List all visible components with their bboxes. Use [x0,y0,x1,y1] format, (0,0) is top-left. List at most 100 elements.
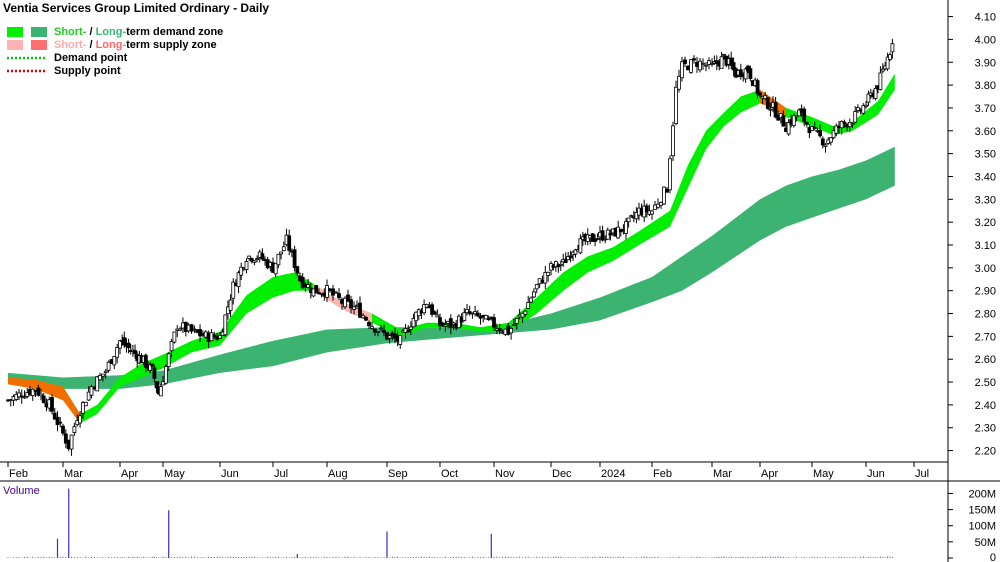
volume-tick-label: 100M [968,521,996,533]
candle-body [58,421,63,424]
legend-label-part: / [86,39,95,51]
candle-body [475,312,480,317]
candle-body [692,58,696,61]
candle-body [430,304,434,315]
candle-body [198,329,202,337]
candle-body [864,104,868,107]
candle-body [408,326,413,330]
candle-body [158,386,163,397]
candle-body [695,61,699,67]
candle-body [689,59,693,73]
price-tick-label: 4.00 [975,34,996,46]
candle-body [379,327,383,330]
x-tick-label: Dec [552,468,572,480]
candle-body [337,293,341,299]
candle-body [382,329,386,333]
candle-body [486,318,491,321]
candle-body [352,306,356,310]
candle-body [150,363,155,367]
volume-tick-label: 50M [975,537,996,549]
candle-body [786,122,791,135]
price-tick-label: 2.80 [975,309,996,321]
x-tick-label: Oct [441,468,458,480]
x-tick-label: Jun [867,468,885,480]
candle-body [763,95,768,100]
price-tick-label: 4.10 [975,12,996,24]
candle-body [255,258,260,260]
candle-body [435,314,440,318]
candle-body [103,370,108,373]
candle-body [529,297,533,303]
candle-body [853,111,858,123]
candle-body [370,326,374,329]
candle-body [722,53,726,56]
candle-body [492,317,496,328]
candle-body [30,388,35,397]
candle-body [334,291,338,294]
x-tick-label: Apr [121,468,138,480]
legend-label: Supply point [54,65,121,77]
price-tick-label: 2.50 [975,377,996,389]
candle-body [546,271,551,276]
candle-body [41,395,46,404]
candle-body [590,233,595,242]
candle-body [704,64,708,67]
candle-body [644,205,649,213]
candle-body [279,251,284,255]
candle-body [797,109,801,117]
candle-body [292,249,297,268]
candle-body [791,114,796,127]
candle-body [172,331,177,343]
candle-body [81,402,85,414]
candle-body [659,202,663,206]
candle-body [781,115,786,127]
candle-body [154,381,159,389]
candle-body [331,288,335,296]
price-tick-label: 2.40 [975,400,996,412]
candle-body [662,186,666,205]
candle-body [820,138,825,146]
candle-body [842,121,847,124]
candle-body [563,258,568,264]
candle-body [287,235,292,251]
candle-body [86,391,91,401]
legend-label-part: Demand point [54,52,128,64]
candle-body [731,62,736,71]
candle-body [526,302,531,309]
candle-body [166,353,171,368]
candle-body [520,312,525,318]
candle-body [595,238,600,240]
candle-body [608,232,613,236]
candle-body [765,97,770,109]
legend-swatch-long [31,27,47,37]
candle-body [52,412,57,420]
x-tick-label: Nov [495,468,515,480]
candle-body [260,253,265,260]
volume-tick-label: 150M [968,505,996,517]
candle-body [650,210,654,215]
candle-body [152,367,157,379]
legend-label-part: Short- [54,26,87,38]
candle-body [629,215,634,218]
candle-body [686,65,690,71]
legend-swatch-short [7,40,23,50]
candle-body [212,334,217,338]
x-tick-label: Apr [761,468,778,480]
x-tick-label: May [813,468,834,480]
price-tick-label: 3.60 [975,126,996,138]
candle-body [325,285,329,298]
candle-body [355,304,359,307]
candle-body [880,68,885,72]
candle-body [22,396,27,399]
price-tick-label: 2.70 [975,331,996,343]
candle-body [252,260,257,263]
candle-body [804,122,809,125]
candle-body [236,272,241,287]
candle-body [768,108,773,111]
candle-body [281,246,286,252]
candle-body [89,386,94,396]
candle-body [361,315,365,319]
candle-body [653,204,657,210]
legend-label: Short- / Long-term supply zone [54,39,217,51]
